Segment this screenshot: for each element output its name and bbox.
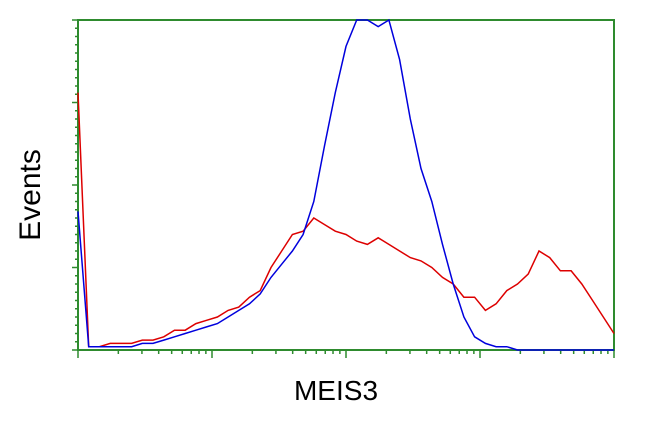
series-line [77,18,614,351]
y-axis-label: Events [14,149,47,241]
x-axis-label: MEIS3 [294,375,378,406]
plot-frame [77,19,615,351]
series-line [77,92,615,348]
